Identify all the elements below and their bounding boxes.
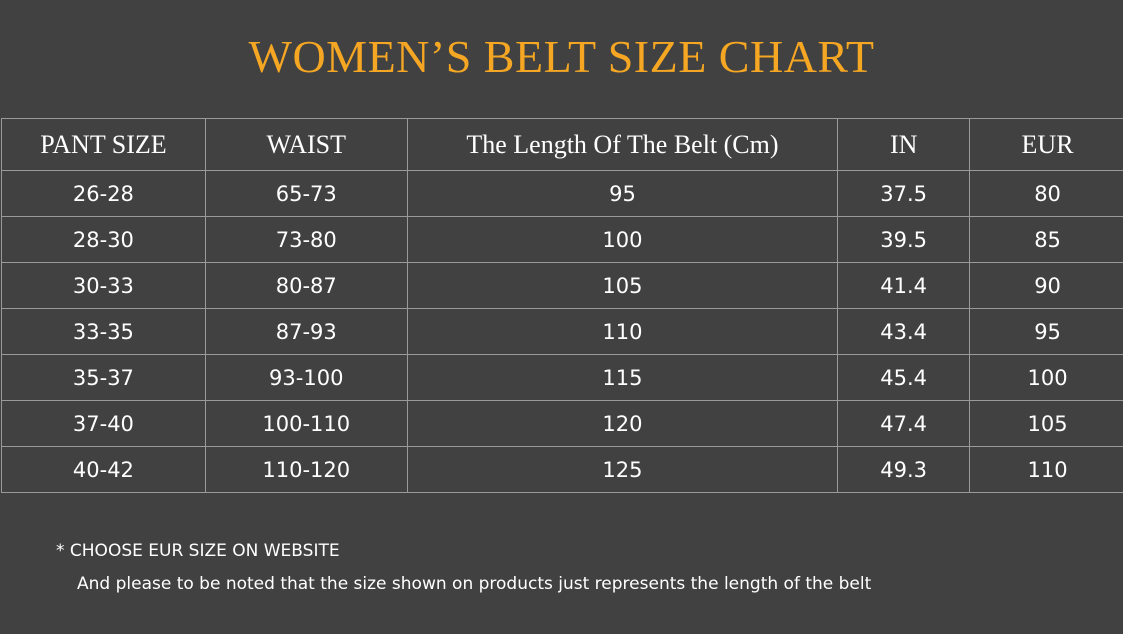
- header-eur: EUR: [969, 118, 1123, 171]
- cell-waist: 87-93: [204, 308, 408, 355]
- cell-pant-size: 37-40: [1, 400, 206, 447]
- cell-in: 39.5: [837, 216, 971, 263]
- cell-belt-length: 100: [406, 216, 839, 263]
- cell-in: 37.5: [837, 170, 971, 217]
- cell-belt-length: 120: [406, 400, 839, 447]
- table-row: 35-37 93-100 115 45.4 100: [1, 354, 1123, 401]
- page-title: WOMEN’S BELT SIZE CHART: [248, 31, 875, 82]
- cell-eur: 80: [969, 170, 1123, 217]
- header-waist: WAIST: [204, 118, 408, 171]
- cell-pant-size: 40-42: [1, 446, 206, 493]
- cell-in: 43.4: [837, 308, 971, 355]
- table-row: 30-33 80-87 105 41.4 90: [1, 262, 1123, 309]
- table-row: 37-40 100-110 120 47.4 105: [1, 400, 1123, 447]
- cell-eur: 105: [969, 400, 1123, 447]
- header-pant-size: PANT SIZE: [1, 118, 206, 171]
- header-belt-length: The Length Of The Belt (Cm): [406, 118, 839, 171]
- cell-eur: 110: [969, 446, 1123, 493]
- cell-eur: 90: [969, 262, 1123, 309]
- table-row: 33-35 87-93 110 43.4 95: [1, 308, 1123, 355]
- cell-in: 47.4: [837, 400, 971, 447]
- cell-belt-length: 115: [406, 354, 839, 401]
- table-row: 26-28 65-73 95 37.5 80: [1, 170, 1123, 217]
- cell-waist: 65-73: [204, 170, 408, 217]
- table-row: 40-42 110-120 125 49.3 110: [1, 446, 1123, 493]
- note-length: And please to be noted that the size sho…: [77, 574, 872, 594]
- cell-waist: 93-100: [204, 354, 408, 401]
- header-row: PANT SIZE WAIST The Length Of The Belt (…: [1, 118, 1123, 171]
- size-table: PANT SIZE WAIST The Length Of The Belt (…: [1, 118, 1123, 493]
- cell-waist: 100-110: [204, 400, 408, 447]
- note-eur-size: * CHOOSE EUR SIZE ON WEBSITE: [56, 541, 340, 561]
- cell-belt-length: 95: [406, 170, 839, 217]
- cell-pant-size: 28-30: [1, 216, 206, 263]
- cell-eur: 100: [969, 354, 1123, 401]
- cell-pant-size: 26-28: [1, 170, 206, 217]
- table-row: 28-30 73-80 100 39.5 85: [1, 216, 1123, 263]
- cell-in: 41.4: [837, 262, 971, 309]
- cell-waist: 80-87: [204, 262, 408, 309]
- cell-eur: 95: [969, 308, 1123, 355]
- cell-belt-length: 125: [406, 446, 839, 493]
- cell-waist: 110-120: [204, 446, 408, 493]
- cell-pant-size: 30-33: [1, 262, 206, 309]
- cell-pant-size: 33-35: [1, 308, 206, 355]
- cell-waist: 73-80: [204, 216, 408, 263]
- cell-belt-length: 105: [406, 262, 839, 309]
- cell-eur: 85: [969, 216, 1123, 263]
- cell-in: 45.4: [837, 354, 971, 401]
- cell-in: 49.3: [837, 446, 971, 493]
- header-in: IN: [837, 118, 971, 171]
- cell-pant-size: 35-37: [1, 354, 206, 401]
- cell-belt-length: 110: [406, 308, 839, 355]
